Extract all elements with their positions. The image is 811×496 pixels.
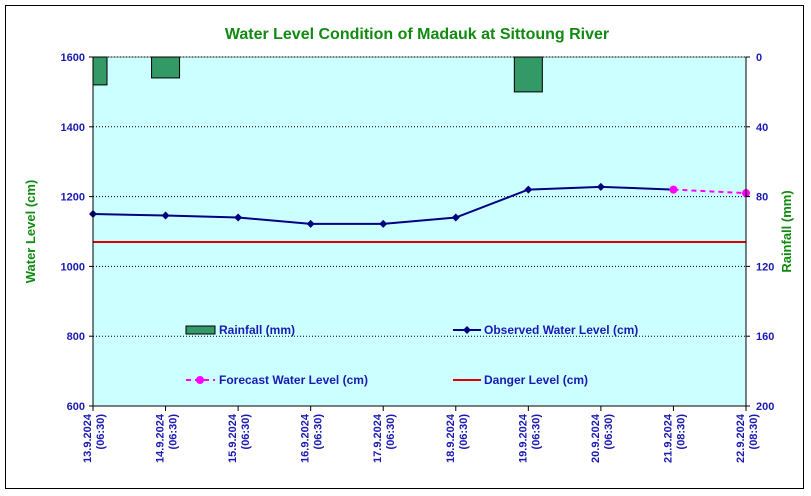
plot-area [92,56,747,407]
forecast-point [669,185,678,194]
legend-observed-label: Observed Water Level (cm) [484,323,638,337]
observed-point [596,182,605,191]
x-tick-label: 21.9.2024 [662,413,674,463]
x-tick-label: 22.9.2024 [735,413,747,463]
rainfall-bar [513,56,543,93]
observed-point [306,219,315,228]
y2-tick-label: 0 [756,52,762,64]
observed-point [451,213,460,222]
y-tick-label: 1000 [61,261,85,273]
observed-point [524,185,533,194]
y2-tick-label: 80 [756,192,768,204]
x-tick-label: 13.9.2024 [82,413,94,463]
x-tick-label: 17.9.2024 [372,413,384,463]
y-tick-label: 600 [67,401,85,413]
x-tick-label-time: (08:30) [675,414,687,450]
y-tick-label: 800 [67,331,85,343]
legend-observed-swatch-marker [463,326,471,334]
y-tick-label: 1400 [61,122,85,134]
rainfall-bars [92,56,543,93]
axes: 600 800 1000 1200 1400 1600 0 40 80 120 160 200 13.9… [61,52,775,463]
y2-axis-label: Rainfall (mm) [779,190,794,272]
observed-point [379,219,388,228]
observed-point [161,211,170,220]
x-tick-label: 19.9.2024 [517,413,529,463]
legend-forecast-label: Forecast Water Level (cm) [219,373,368,387]
chart-title: Water Level Condition of Madauk at Sitto… [225,26,609,43]
x-tick-label-time: (06:30) [603,414,615,450]
y2-tick-label: 40 [756,122,768,134]
x-tick-label-time: (06:30) [168,414,180,450]
x-tick-label: 18.9.2024 [445,413,457,463]
forecast-water-level-series [669,185,750,198]
x-tick-label-time: (08:30) [748,414,760,450]
x-tick-label-time: (06:30) [313,414,325,450]
x-tick-label-time: (06:30) [95,414,107,450]
rainfall-bar [92,56,108,86]
legend: Rainfall (mm) Observed Water Level (cm) Fo… [185,323,638,387]
y-tick-label: 1200 [61,192,85,204]
observed-point [234,213,243,222]
y-tick-label: 1600 [61,52,85,64]
forecast-line [673,188,747,195]
x-tick-label-time: (06:30) [530,414,542,450]
y2-tick-label: 120 [756,261,774,273]
legend-danger-label: Danger Level (cm) [484,373,588,387]
legend-rainfall-label: Rainfall (mm) [219,323,295,337]
x-tick-label: 20.9.2024 [590,413,602,463]
y-axis-label: Water Level (cm) [23,180,38,284]
y2-tick-label: 160 [756,331,774,343]
x-tick-label: 16.9.2024 [300,413,312,463]
x-tick-label: 15.9.2024 [227,413,239,463]
x-tick-label: 14.9.2024 [155,413,167,463]
x-tick-label-time: (06:30) [240,414,252,450]
rainfall-bar [151,56,181,79]
observed-water-level-series [89,182,678,228]
gridlines [93,56,746,337]
x-tick-label-time: (06:30) [458,414,470,450]
legend-forecast-swatch-marker [196,376,204,384]
y2-tick-label: 200 [756,401,774,413]
legend-rainfall-swatch [185,325,216,335]
x-tick-label-time: (06:30) [385,414,397,450]
